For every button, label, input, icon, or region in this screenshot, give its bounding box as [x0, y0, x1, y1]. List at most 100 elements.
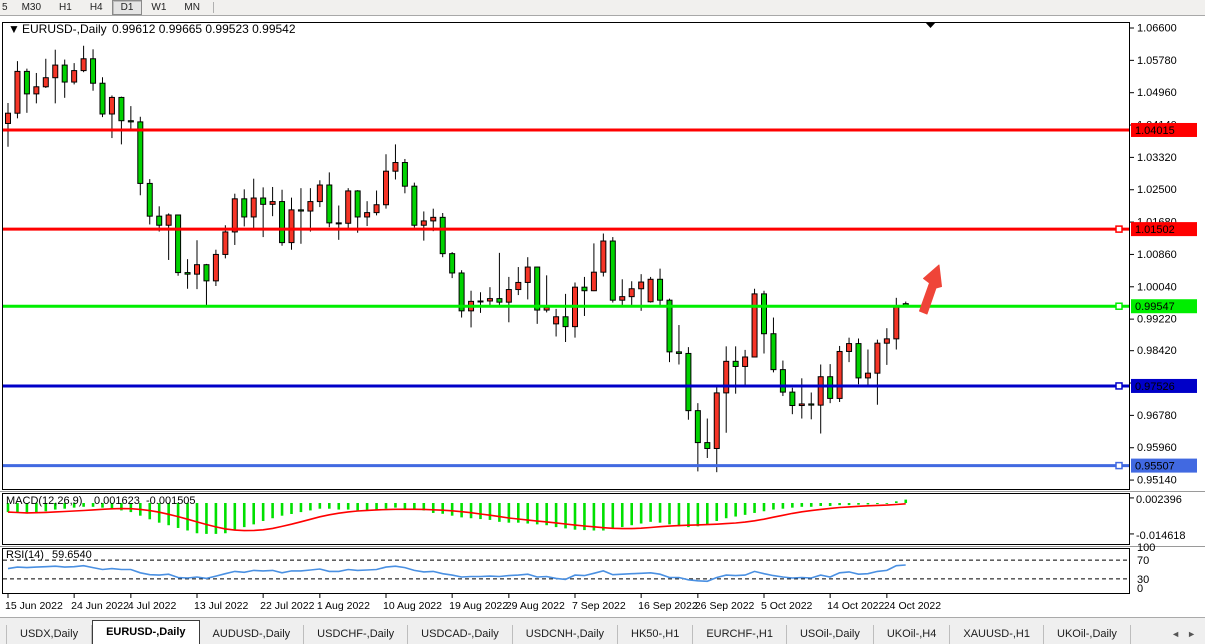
candle [723, 346, 730, 433]
price-tick-label: 0.96780 [1137, 410, 1177, 422]
candle [335, 205, 342, 240]
candle [194, 240, 200, 290]
candle-body [704, 442, 711, 450]
candle [146, 179, 153, 225]
tab-usdcnh-daily[interactable]: USDCNH-,Daily [513, 625, 619, 644]
candle [401, 158, 408, 194]
candle [42, 58, 49, 88]
tab-usdcad-daily[interactable]: USDCAD-,Daily [408, 625, 513, 644]
candle-body [269, 201, 276, 205]
date-tick-label: 22 Jul 2022 [260, 600, 314, 612]
period-mn-button[interactable]: MN [184, 2, 200, 13]
rsi-axis-label: 100 [1137, 542, 1155, 554]
candle-body [137, 121, 144, 184]
candle-body [864, 372, 871, 379]
candle-body [562, 316, 569, 328]
candle [883, 328, 890, 365]
candle-body [647, 278, 654, 303]
candle-body [146, 182, 153, 217]
candle-body [893, 306, 900, 340]
tab-usoil-daily[interactable]: USOil-,Daily [787, 625, 874, 644]
candle-body [383, 170, 389, 206]
candle-body [203, 264, 210, 282]
period-d1-button[interactable]: D1 [111, 0, 143, 15]
period-h4-button[interactable]: H4 [89, 2, 103, 13]
timeframe-toolbar: 5 M30 H1 H4 D1 W1 MN [0, 0, 1205, 16]
level-line-handle[interactable] [1115, 302, 1123, 310]
macd-indicator-label: MACD(12,26,9) [6, 495, 82, 507]
candle [562, 293, 569, 343]
candle-body [231, 198, 238, 233]
candle [864, 349, 871, 385]
candle [779, 360, 786, 397]
candle [505, 276, 512, 323]
candle-body [354, 190, 361, 218]
up-arrow-annotation[interactable] [919, 264, 942, 315]
candle-body [798, 403, 805, 407]
tab-scroll-right-icon[interactable]: ► [1187, 629, 1196, 639]
candle-body [411, 185, 418, 226]
period-h1-button[interactable]: H1 [59, 2, 72, 13]
pane-frames [0, 16, 1205, 617]
tab-scroll-left-icon[interactable]: ◄ [1171, 629, 1181, 639]
candle-body [212, 253, 219, 282]
candle [742, 349, 749, 387]
candle-body [657, 278, 664, 301]
price-label-box [1131, 222, 1197, 237]
candle-body [449, 253, 456, 274]
tab-xauusd-h1[interactable]: XAUUSD-,H1 [950, 625, 1044, 644]
candle-body [534, 266, 541, 311]
tab-ukoil-daily[interactable]: UKOil-,Daily [1044, 625, 1131, 644]
candle-body [827, 376, 834, 399]
candle-body [855, 343, 862, 379]
candle-body [723, 360, 730, 394]
candle-body [486, 298, 493, 302]
candle [675, 325, 682, 365]
candle-body [222, 231, 229, 255]
tab-ukoil-h4[interactable]: UKOil-,H4 [874, 625, 951, 644]
candle-body [619, 296, 626, 301]
date-tick-label: 14 Oct 2022 [827, 600, 884, 612]
tab-scroll-controls: ◄ ► [1171, 629, 1205, 644]
candle-body [609, 240, 616, 301]
level-line-handle[interactable] [1115, 382, 1123, 390]
rsi-value: 59.6540 [52, 549, 92, 561]
price-tick-label: 1.00040 [1137, 281, 1177, 293]
tab-hk50-h1[interactable]: HK50-,H1 [618, 625, 694, 644]
candle [477, 292, 484, 313]
date-tick-label: 4 Jul 2022 [128, 600, 177, 612]
chart-title-ohlc: 0.99612 0.99665 0.99523 0.99542 [112, 22, 296, 36]
candle-body [883, 338, 890, 344]
tab-audusd-daily[interactable]: AUDUSD-,Daily [200, 625, 305, 644]
candle-body [836, 350, 843, 399]
tab-usdchf-daily[interactable]: USDCHF-,Daily [304, 625, 409, 644]
price-label-box [1131, 458, 1197, 473]
period-w1-button[interactable]: W1 [151, 2, 167, 13]
candle [80, 45, 87, 73]
candle [71, 63, 78, 85]
candle [647, 276, 654, 303]
price-tick-label: 1.00860 [1137, 249, 1177, 261]
title-marker-icon: ▼ [8, 22, 20, 36]
candle-body [52, 64, 59, 79]
tab-usdx-daily[interactable]: USDX,Daily [6, 625, 93, 644]
tab-eurchf-h1[interactable]: EURCHF-,H1 [693, 625, 787, 644]
level-line-handle[interactable] [1115, 225, 1123, 233]
candle-body [761, 293, 767, 335]
date-tick-label: 15 Jun 2022 [5, 600, 63, 612]
period-m30-button[interactable]: M30 [21, 2, 42, 13]
candle-body [505, 289, 512, 303]
candle [855, 338, 862, 385]
candle [316, 180, 323, 208]
level-line-handle[interactable] [1115, 461, 1123, 470]
candle-body [694, 410, 701, 444]
date-tick-label: 29 Aug 2022 [506, 600, 565, 612]
tab-eurusd-daily[interactable]: EURUSD-,Daily [92, 620, 200, 644]
candle-body [742, 356, 749, 367]
candle [751, 288, 758, 358]
candle [241, 189, 248, 227]
candle-body [316, 184, 323, 203]
candle [279, 189, 286, 246]
candle-body [5, 112, 11, 124]
period-5-button[interactable]: 5 [2, 2, 8, 13]
